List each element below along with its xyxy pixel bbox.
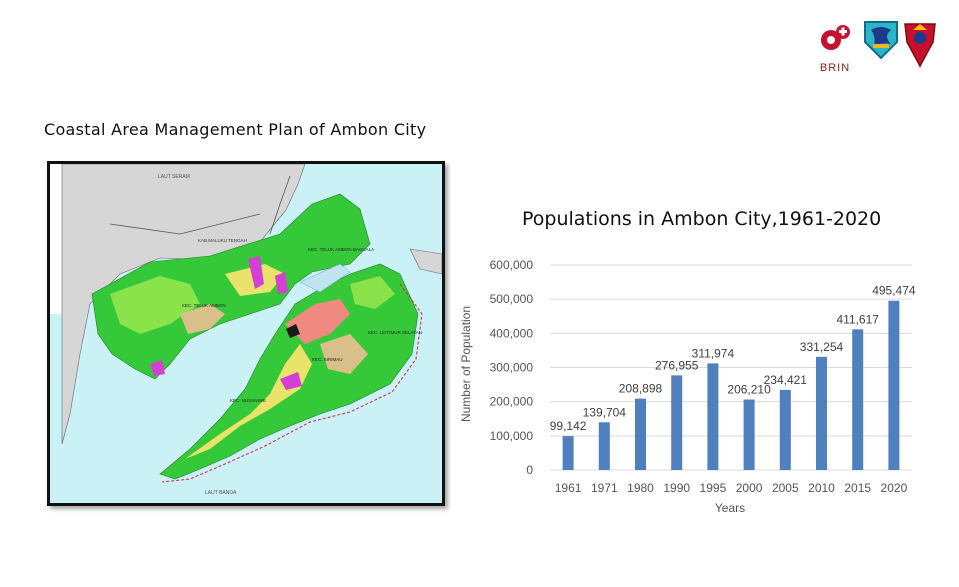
bar-2000 <box>743 399 755 470</box>
label-district-ne: KEC. TELUK AMBON BAGUALA <box>308 247 374 252</box>
population-chart: 0 100,000 200,000 300,000 400,000 500,000 600,… <box>459 258 916 515</box>
x-tick-label: 1995 <box>700 481 727 495</box>
y-tick-label: 200,000 <box>490 395 534 409</box>
x-tick-label: 2005 <box>772 481 799 495</box>
bar-1961 <box>562 436 574 470</box>
city-emblem-icon <box>864 21 898 60</box>
data-label-2005: 234,421 <box>764 373 808 387</box>
x-tick-label: 2010 <box>808 481 835 495</box>
map-title: Coastal Area Management Plan of Ambon Ci… <box>44 120 427 139</box>
data-label-1961: 99,142 <box>550 419 587 433</box>
x-tick-label: 2020 <box>881 481 908 495</box>
label-sea-south: LAUT BANDA <box>205 490 237 496</box>
bar-1995 <box>707 363 719 470</box>
coastal-map: LAUT SERAM LAUT BANDA KAB.MALUKU TENGAH … <box>47 161 445 506</box>
y-tick-label: 400,000 <box>490 326 534 340</box>
data-label-2000: 206,210 <box>727 383 771 397</box>
data-label-2020: 495,474 <box>872 284 916 298</box>
y-tick-label: 600,000 <box>490 258 534 272</box>
brin-logo-icon <box>821 25 850 50</box>
bar-2015 <box>852 329 864 470</box>
x-tick-label: 2000 <box>736 481 763 495</box>
x-tick-label: 2015 <box>844 481 871 495</box>
chart-title: Populations in Ambon City,1961-2020 <box>522 208 882 230</box>
bar-1980 <box>635 398 646 470</box>
x-tick-label: 1971 <box>591 481 618 495</box>
y-tick-label: 0 <box>526 463 533 477</box>
bar-2005 <box>779 389 791 470</box>
y-axis-title: Number of Population <box>459 306 473 422</box>
regional-shield-icon <box>904 23 936 68</box>
x-axis-title: Years <box>715 501 745 515</box>
label-district-nw: KEC. TELUK AMBON <box>182 303 226 308</box>
data-label-2015: 411,617 <box>836 312 879 326</box>
bar-1971 <box>598 422 610 470</box>
data-label-1995: 311,974 <box>692 346 735 360</box>
bar-2010 <box>816 356 827 470</box>
label-regency: KAB.MALUKU TENGAH <box>198 238 247 243</box>
data-label-1980: 208,898 <box>619 382 663 396</box>
label-district-e: KEC. LEITIMUR SELATAN <box>368 330 422 335</box>
data-label-1971: 139,704 <box>583 405 627 419</box>
x-tick-label: 1961 <box>555 481 582 495</box>
y-tick-label: 100,000 <box>490 429 534 443</box>
label-sea-north: LAUT SERAM <box>158 174 190 180</box>
y-tick-label: 500,000 <box>490 292 534 306</box>
logo-group: BRIN <box>817 18 937 78</box>
data-label-1990: 276,955 <box>655 358 699 372</box>
data-label-2010: 331,254 <box>800 340 844 354</box>
y-tick-label: 300,000 <box>490 361 534 375</box>
ambon-island-map: LAUT SERAM LAUT BANDA KAB.MALUKU TENGAH … <box>50 164 442 503</box>
bar-2020 <box>888 300 900 470</box>
x-tick-label: 1990 <box>663 481 690 495</box>
brin-logo-text: BRIN <box>819 62 851 74</box>
label-district-center: KEC. SIRIMAU <box>312 357 343 362</box>
x-tick-label: 1980 <box>627 481 654 495</box>
bar-1990 <box>671 375 683 470</box>
label-district-sw: KEC. NUSANIWE <box>230 398 266 403</box>
